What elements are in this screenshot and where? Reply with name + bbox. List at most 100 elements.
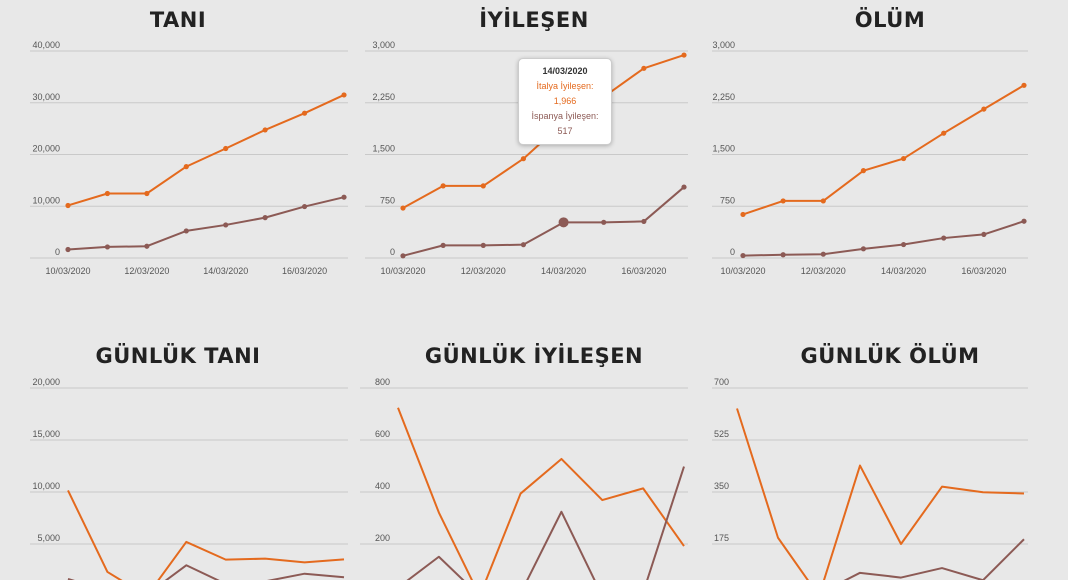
y-tick-label: 700 (714, 377, 729, 387)
data-point-italy[interactable] (780, 198, 786, 204)
data-point-italy[interactable] (440, 183, 446, 189)
series-line-italy (67, 94, 345, 207)
x-tick-label: 16/03/2020 (621, 266, 666, 276)
data-point-spain[interactable] (860, 246, 867, 252)
y-tick-label: 600 (375, 429, 390, 439)
series-line-italy (67, 490, 345, 580)
x-tick-label: 10/03/2020 (45, 266, 90, 276)
chart-tani: TANI 0 10,000 20,000 30,000 40,000 10/03/2020… (0, 0, 356, 290)
chart-tooltip: 14/03/2020 İtalya İyileşen: 1,966 İspany… (518, 58, 612, 145)
data-point-italy[interactable] (104, 190, 111, 197)
x-tick-label: 14/03/2020 (541, 266, 586, 276)
data-point-spain[interactable] (681, 184, 687, 190)
data-point-spain[interactable] (440, 242, 446, 248)
data-point-spain[interactable] (262, 215, 268, 221)
y-tick-label: 750 (380, 195, 395, 205)
y-tick-label: 525 (714, 429, 729, 439)
data-point-italy[interactable] (520, 156, 527, 162)
y-tick-label: 3,000 (712, 40, 735, 50)
data-point-spain[interactable] (1021, 218, 1027, 224)
y-tick-label: 2,250 (372, 92, 395, 102)
y-tick-label: 20,000 (32, 377, 60, 387)
chart-gunluk-olum-plot: 175 350 525 700 (712, 377, 1028, 580)
y-tick-label: 5,000 (37, 533, 60, 543)
chart-title: GÜNLÜK ÖLÜM (800, 344, 980, 368)
series-line-italy (397, 407, 685, 580)
x-tick-label: 12/03/2020 (124, 266, 169, 276)
data-point-spain[interactable] (601, 219, 607, 225)
data-point-spain[interactable] (641, 218, 647, 225)
data-point-spain[interactable] (65, 246, 71, 253)
data-point-italy[interactable] (144, 190, 150, 197)
data-point-spain[interactable] (104, 244, 111, 250)
data-point-italy[interactable] (341, 92, 347, 98)
y-tick-label: 3,000 (372, 40, 395, 50)
chart-title: GÜNLÜK İYİLEŞEN (424, 344, 644, 368)
data-point-italy[interactable] (65, 202, 71, 209)
y-tick-label: 15,000 (32, 429, 60, 439)
chart-title: GÜNLÜK TANI (95, 344, 261, 368)
x-tick-label: 10/03/2020 (380, 266, 425, 276)
tooltip-italy-value: İtalya İyileşen: 1,966 (536, 81, 594, 106)
x-tick-label: 14/03/2020 (203, 266, 248, 276)
chart-olum: ÖLÜM 0 750 1,500 2,250 3,000 10/03/2020 12/03/… (712, 0, 1068, 290)
data-point-spain[interactable] (780, 252, 786, 258)
data-point-spain[interactable] (981, 231, 987, 238)
y-tick-label: 0 (730, 247, 735, 257)
chart-tani-plot: 0 10,000 20,000 30,000 40,000 10/03/2020 12/03… (30, 40, 348, 276)
x-tick-label: 12/03/2020 (801, 266, 846, 276)
series-line-spain (67, 196, 345, 251)
data-point-spain[interactable] (341, 194, 347, 200)
data-point-italy[interactable] (860, 168, 867, 174)
data-point-spain[interactable] (400, 253, 406, 259)
series-line-spain (406, 466, 685, 580)
y-tick-label: 400 (375, 481, 390, 491)
data-point-italy[interactable] (981, 106, 987, 112)
data-point-spain[interactable] (183, 228, 189, 234)
series-line-italy (742, 84, 1025, 216)
data-point-italy[interactable] (1021, 82, 1027, 88)
data-point-italy[interactable] (941, 130, 947, 136)
chart-title: ÖLÜM (854, 8, 926, 32)
data-point-spain[interactable] (820, 251, 826, 257)
data-point-italy[interactable] (480, 183, 486, 189)
data-point-spain[interactable] (900, 241, 907, 248)
data-point-spain[interactable] (941, 235, 947, 241)
x-tick-label: 14/03/2020 (881, 266, 926, 276)
x-tick-label: 16/03/2020 (961, 266, 1006, 276)
chart-gunluk-olum: GÜNLÜK ÖLÜM 175 350 525 700 (712, 290, 1068, 580)
data-point-italy[interactable] (183, 164, 189, 170)
series-line-italy (736, 408, 1025, 580)
y-tick-label: 350 (714, 481, 729, 491)
data-point-italy[interactable] (301, 110, 308, 116)
data-point-italy[interactable] (262, 127, 268, 133)
y-tick-label: 40,000 (32, 40, 60, 50)
tooltip-spain-value: İspanya İyileşen: 517 (531, 111, 599, 136)
chart-title: İYİLEŞEN (479, 8, 589, 32)
series-line-spain (843, 538, 1025, 580)
chart-gunluk-tani: GÜNLÜK TANI 5,000 10,000 15,000 20,000 (0, 290, 356, 580)
series-line-spain (402, 186, 685, 257)
data-point-spain[interactable] (558, 217, 569, 228)
y-tick-label: 20,000 (32, 144, 60, 154)
data-point-italy[interactable] (820, 198, 826, 204)
chart-gunluk-iyilesen: GÜNLÜK İYİLEŞEN 200 400 600 800 (356, 290, 712, 580)
data-point-italy[interactable] (740, 211, 746, 218)
data-point-spain[interactable] (223, 222, 229, 228)
y-tick-label: 30,000 (32, 92, 60, 102)
data-point-italy[interactable] (900, 155, 907, 162)
chart-gunluk-tani-plot: 5,000 10,000 15,000 20,000 (30, 377, 348, 580)
data-point-italy[interactable] (223, 145, 229, 152)
data-point-spain[interactable] (740, 252, 746, 259)
data-point-spain[interactable] (480, 242, 486, 248)
data-point-italy[interactable] (681, 52, 687, 58)
data-point-spain[interactable] (301, 203, 308, 210)
data-point-italy[interactable] (641, 65, 647, 71)
chart-iyilesen-plot: 0 750 1,500 2,250 3,000 10/03/2020 12/03/2020 1… (365, 40, 688, 276)
data-point-italy[interactable] (400, 205, 406, 211)
chart-gunluk-iyilesen-plot: 200 400 600 800 (360, 377, 688, 580)
data-point-spain[interactable] (520, 242, 527, 248)
y-tick-label: 750 (720, 195, 735, 205)
data-point-spain[interactable] (144, 243, 150, 249)
y-tick-label: 200 (375, 533, 390, 543)
